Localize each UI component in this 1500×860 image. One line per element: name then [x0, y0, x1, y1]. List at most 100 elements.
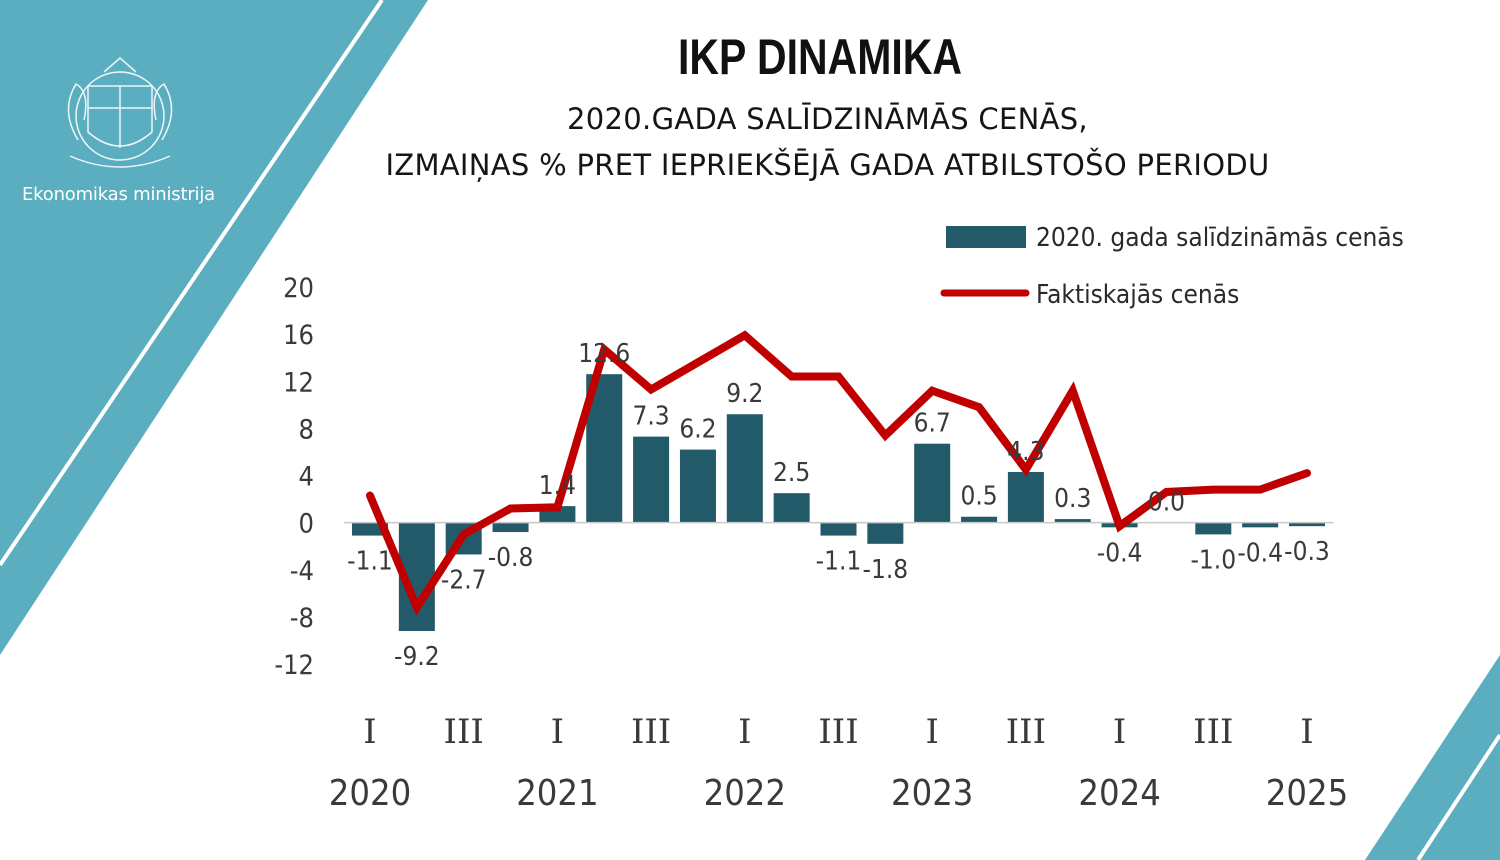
y-tick-label: -12 [274, 650, 314, 681]
line-point [1072, 390, 1074, 392]
bar-data-label: 7.3 [633, 402, 670, 432]
line-point [1212, 489, 1214, 491]
bar [1289, 522, 1325, 527]
y-tick-label: 12 [283, 367, 314, 398]
bar-data-label: 1.4 [539, 471, 576, 501]
bar [820, 522, 857, 536]
line-point [603, 348, 605, 350]
bar [1054, 519, 1091, 523]
bar [492, 522, 529, 533]
line-point [1306, 472, 1308, 474]
bar-data-label: -1.1 [816, 547, 862, 577]
bar-series [352, 374, 1325, 632]
bar [1195, 522, 1232, 535]
latvian-coat-of-arms-icon [67, 57, 173, 168]
line-point [978, 406, 980, 408]
bar-data-label: -1.8 [863, 555, 909, 585]
bar-data-label: -0.3 [1284, 537, 1330, 567]
line-point [697, 361, 699, 363]
chart-subtitle-line-1: 2020.GADA SALĪDZINĀMĀS CENĀS, [567, 102, 1088, 136]
bar-data-label: 12.6 [578, 339, 630, 369]
line-point [1259, 489, 1261, 491]
x-year-label: 2024 [1078, 773, 1160, 814]
x-year-label: 2020 [329, 773, 411, 814]
bar [1242, 522, 1279, 528]
bar-data-label: 4.3 [1007, 437, 1044, 467]
x-year-label: 2023 [891, 773, 973, 814]
bar-data-label: 6.7 [914, 409, 951, 439]
y-tick-label: 0 [299, 509, 314, 540]
x-quarter-label: III [631, 712, 671, 752]
y-axis: 20 16 12 8 4 0 -4 -8 -12 [274, 273, 314, 681]
x-quarter-label: III [818, 712, 858, 752]
x-quarter-label: III [1193, 712, 1233, 752]
line-point [931, 390, 933, 392]
x-year-label: 2022 [704, 773, 786, 814]
y-tick-label: -8 [290, 603, 314, 634]
line-point [416, 606, 418, 608]
bar-data-label: -9.2 [394, 642, 440, 672]
y-tick-label: 16 [283, 320, 314, 351]
bar-data-label: 0.0 [1148, 488, 1185, 518]
bar-data-label: 2.5 [773, 458, 810, 488]
bar [867, 522, 904, 544]
bar-data-labels: -1.1-9.2-2.7-0.81.412.67.3 6.29.22.5-1.1-… [347, 339, 1330, 672]
x-quarter-label: I [925, 712, 938, 752]
bar [773, 493, 810, 523]
x-year-label: 2025 [1266, 773, 1348, 814]
line-point [1025, 469, 1027, 471]
left-panel-white-stripe [0, 0, 384, 567]
line-point [1165, 491, 1167, 493]
bar [914, 443, 951, 523]
bar [633, 436, 670, 523]
y-tick-label: 8 [299, 414, 314, 445]
bar-data-label: -2.7 [441, 565, 487, 595]
y-tick-label: 20 [283, 273, 314, 304]
bar-data-label: 9.2 [726, 379, 763, 409]
x-quarter-label: I [1300, 712, 1313, 752]
y-tick-label: 4 [299, 462, 314, 493]
x-quarter-label: III [1006, 712, 1046, 752]
legend-line-label: Faktiskajās cenās [1036, 280, 1239, 310]
chart-legend: 2020. gada salīdzināmās cenās Faktiskajā… [940, 223, 1404, 310]
bar [679, 449, 716, 523]
line-point [884, 434, 886, 436]
bar [1007, 471, 1044, 523]
bar-data-label: -1.1 [347, 547, 393, 577]
bar-data-label: -0.8 [488, 543, 534, 573]
x-quarter-label: I [551, 712, 564, 752]
chart-subtitle-line-2: IZMAIŅAS % PRET IEPRIEKŠĒJĀ GADA ATBILST… [385, 148, 1270, 182]
line-point [369, 495, 371, 497]
line-point [510, 507, 512, 509]
legend-bar-label: 2020. gada salīdzināmās cenās [1036, 223, 1404, 253]
x-quarter-label: I [363, 712, 376, 752]
x-quarter-label: I [1113, 712, 1126, 752]
bar-data-label: -0.4 [1097, 538, 1143, 568]
bar-data-label: -0.4 [1237, 538, 1283, 568]
bar [726, 414, 763, 523]
ministry-name: Ekonomikas ministrija [22, 184, 215, 205]
bar-data-label: -1.0 [1190, 545, 1236, 575]
y-tick-label: -4 [290, 556, 314, 587]
left-teal-panel [0, 0, 428, 655]
line-point [791, 376, 793, 378]
line-point [463, 533, 465, 535]
line-point [838, 376, 839, 378]
bar-data-label: 0.5 [960, 482, 997, 512]
line-point [1119, 525, 1121, 527]
line-point [744, 334, 746, 336]
bar-data-label: 6.2 [679, 415, 716, 445]
line-series [366, 330, 1311, 617]
bar-data-label: 0.3 [1054, 484, 1091, 514]
x-quarter-label: I [738, 712, 751, 752]
x-year-label: 2021 [516, 773, 598, 814]
line-point [650, 388, 652, 390]
corner-white-stripe [1416, 733, 1500, 860]
legend-bar-swatch [946, 226, 1026, 248]
line-point [556, 506, 558, 508]
bottom-right-teal-corner [1365, 655, 1500, 860]
bar [961, 516, 998, 523]
